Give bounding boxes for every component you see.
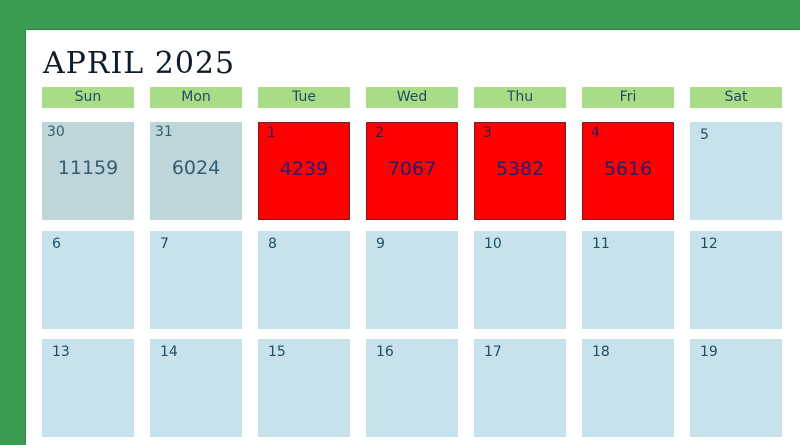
- day-number: 9: [376, 236, 385, 252]
- day-cell-18[interactable]: 18: [582, 339, 674, 437]
- day-cell-1[interactable]: 1 4239: [258, 122, 350, 220]
- day-number: 1: [267, 125, 276, 141]
- day-cell-15[interactable]: 15: [258, 339, 350, 437]
- day-number: 14: [160, 344, 178, 360]
- day-value: 5616: [603, 158, 653, 180]
- day-cell-3[interactable]: 3 5382: [474, 122, 566, 220]
- day-number: 15: [268, 344, 286, 360]
- day-number: 8: [268, 236, 277, 252]
- day-cell-12[interactable]: 12: [690, 231, 782, 329]
- weekday-header-mon: Mon: [150, 87, 242, 108]
- day-number: 4: [591, 125, 600, 141]
- day-number: 2: [375, 125, 384, 141]
- day-cell-5[interactable]: 5: [690, 122, 782, 220]
- day-cell-30-prev-month[interactable]: 30 11159: [42, 122, 134, 220]
- day-value: 6024: [171, 157, 221, 179]
- day-cell-9[interactable]: 9: [366, 231, 458, 329]
- day-cell-13[interactable]: 13: [42, 339, 134, 437]
- day-cell-8[interactable]: 8: [258, 231, 350, 329]
- day-cell-17[interactable]: 17: [474, 339, 566, 437]
- day-cell-10[interactable]: 10: [474, 231, 566, 329]
- day-number: 19: [700, 344, 718, 360]
- day-cell-4[interactable]: 4 5616: [582, 122, 674, 220]
- weekday-header-wed: Wed: [366, 87, 458, 108]
- day-value: 5382: [495, 158, 545, 180]
- day-number: 10: [484, 236, 502, 252]
- day-cell-19[interactable]: 19: [690, 339, 782, 437]
- day-number: 17: [484, 344, 502, 360]
- day-number: 18: [592, 344, 610, 360]
- day-cell-31-prev-month[interactable]: 31 6024: [150, 122, 242, 220]
- day-cell-6[interactable]: 6: [42, 231, 134, 329]
- day-cell-2[interactable]: 2 7067: [366, 122, 458, 220]
- day-number: 12: [700, 236, 718, 252]
- day-value: 4239: [279, 158, 329, 180]
- day-number: 7: [160, 236, 169, 252]
- day-number: 30: [47, 124, 65, 140]
- day-value: 11159: [57, 157, 119, 179]
- day-number: 16: [376, 344, 394, 360]
- day-number: 31: [155, 124, 173, 140]
- weekday-header-thu: Thu: [474, 87, 566, 108]
- day-number: 3: [483, 125, 492, 141]
- day-cell-7[interactable]: 7: [150, 231, 242, 329]
- weekday-header-fri: Fri: [582, 87, 674, 108]
- day-number: 11: [592, 236, 610, 252]
- day-cell-11[interactable]: 11: [582, 231, 674, 329]
- day-cell-14[interactable]: 14: [150, 339, 242, 437]
- day-number: 5: [700, 127, 709, 143]
- month-title: APRIL 2025: [43, 46, 236, 81]
- weekday-header-sat: Sat: [690, 87, 782, 108]
- day-cell-16[interactable]: 16: [366, 339, 458, 437]
- day-number: 6: [52, 236, 61, 252]
- day-number: 13: [52, 344, 70, 360]
- weekday-header-sun: Sun: [42, 87, 134, 108]
- weekday-header-tue: Tue: [258, 87, 350, 108]
- day-value: 7067: [387, 158, 437, 180]
